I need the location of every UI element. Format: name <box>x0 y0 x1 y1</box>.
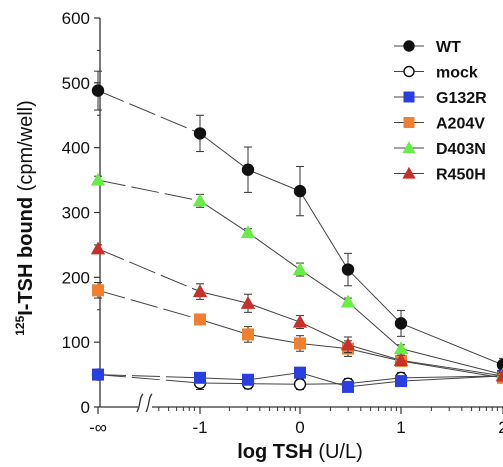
series-line-break <box>97 179 201 202</box>
data-point <box>395 375 407 388</box>
x-tick-label: -∞ <box>89 418 107 437</box>
axis-break-mark <box>136 393 144 413</box>
data-point <box>194 313 206 326</box>
data-point <box>402 166 416 179</box>
data-point <box>340 294 356 308</box>
data-point <box>393 352 409 366</box>
x-tick-label: 0 <box>295 418 304 437</box>
data-point <box>293 378 307 391</box>
data-point <box>194 371 206 384</box>
x-tick-label: 2 <box>498 418 503 437</box>
data-point <box>294 366 306 379</box>
data-point <box>495 368 503 382</box>
data-point <box>292 262 308 276</box>
data-point <box>92 368 104 381</box>
y-tick-label: 400 <box>62 139 90 158</box>
data-point <box>90 172 106 186</box>
y-tick-label: 300 <box>62 204 90 223</box>
data-point <box>192 193 208 207</box>
axis-labels: log TSH (U/L) 125I-TSH bound (cpm/well) <box>13 100 363 463</box>
legend-label: WT <box>436 39 461 56</box>
legend-label: A204V <box>436 116 485 133</box>
data-point <box>402 141 416 154</box>
series-line-break <box>97 374 201 379</box>
data-point <box>341 263 355 276</box>
legend-label: D403N <box>436 141 486 158</box>
legend-item-mock: mock <box>394 65 478 82</box>
data-point <box>292 314 308 328</box>
y-tick-label: 200 <box>62 268 90 287</box>
series-line <box>199 372 503 388</box>
series-line <box>199 133 503 366</box>
series-line <box>199 318 503 379</box>
data-point <box>240 225 256 239</box>
series-g132r <box>92 366 503 393</box>
series-r450h <box>90 241 503 382</box>
data-point <box>91 84 105 97</box>
legend-item-r450h: R450H <box>394 167 486 184</box>
axis-break-mark <box>145 393 153 413</box>
series-line-break <box>97 248 201 293</box>
data-point <box>242 373 254 386</box>
series-line-break <box>97 374 201 384</box>
series-line <box>199 375 503 385</box>
data-point <box>241 163 255 176</box>
data-point <box>403 65 415 78</box>
data-point <box>240 295 256 309</box>
data-point <box>394 317 408 330</box>
legend-item-d403n: D403N <box>394 141 486 158</box>
data-point <box>242 328 254 341</box>
data-point <box>403 91 415 103</box>
series-line-break <box>97 90 201 134</box>
data-point <box>403 40 415 52</box>
data-point <box>340 337 356 351</box>
data-point <box>293 184 307 198</box>
y-axis-title: 125I-TSH bound (cpm/well) <box>13 100 37 336</box>
data-point <box>294 337 306 350</box>
data-point <box>90 241 106 255</box>
legend: WT mock G132R A204V D403N R450H <box>394 39 487 184</box>
series-line <box>199 200 503 376</box>
data-point <box>192 284 208 298</box>
x-tick-label: 1 <box>396 418 405 437</box>
data-point <box>342 380 354 393</box>
series-group <box>90 70 503 393</box>
axes: 0 100 200 300 400 500 600 -∞ -1 0 1 2 <box>62 9 503 437</box>
y-tick-label: 100 <box>62 333 90 352</box>
data-point <box>193 127 207 140</box>
x-tick-label: -1 <box>192 418 207 437</box>
series-line <box>199 291 503 377</box>
legend-item-wt: WT <box>394 39 461 56</box>
series-d403n <box>90 172 503 381</box>
y-tick-label: 500 <box>62 74 90 93</box>
legend-label: R450H <box>436 167 486 184</box>
x-axis-title: log TSH (U/L) <box>237 441 363 463</box>
data-point <box>403 117 415 128</box>
series-line-break <box>97 289 201 320</box>
data-point <box>496 358 503 372</box>
y-tick-label: 600 <box>62 9 90 28</box>
y-tick-label: 0 <box>81 398 90 417</box>
legend-label: mock <box>436 65 478 82</box>
data-point <box>92 284 104 297</box>
legend-item-a204v: A204V <box>394 116 485 133</box>
legend-item-g132r: G132R <box>394 90 487 107</box>
legend-label: G132R <box>436 90 487 107</box>
data-point <box>393 341 409 355</box>
series-wt <box>91 70 503 372</box>
